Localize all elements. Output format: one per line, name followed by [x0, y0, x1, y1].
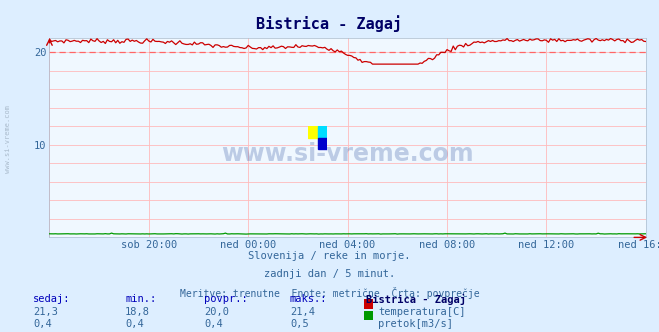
Text: 21,3: 21,3: [33, 307, 58, 317]
Text: 21,4: 21,4: [290, 307, 315, 317]
Text: 20,0: 20,0: [204, 307, 229, 317]
Text: 0,5: 0,5: [290, 319, 308, 329]
Text: Bistrica - Zagaj: Bistrica - Zagaj: [256, 15, 403, 32]
Text: 0,4: 0,4: [204, 319, 223, 329]
Text: pretok[m3/s]: pretok[m3/s]: [378, 319, 453, 329]
Bar: [308, 126, 318, 138]
Text: 0,4: 0,4: [33, 319, 51, 329]
Text: sedaj:: sedaj:: [33, 294, 71, 304]
Text: www.si-vreme.com: www.si-vreme.com: [5, 106, 11, 173]
Text: www.si-vreme.com: www.si-vreme.com: [221, 142, 474, 166]
Text: zadnji dan / 5 minut.: zadnji dan / 5 minut.: [264, 269, 395, 279]
Text: Meritve: trenutne  Enote: metrične  Črta: povprečje: Meritve: trenutne Enote: metrične Črta: …: [180, 287, 479, 299]
Text: temperatura[C]: temperatura[C]: [378, 307, 466, 317]
Text: min.:: min.:: [125, 294, 156, 304]
Text: povpr.:: povpr.:: [204, 294, 248, 304]
Text: Slovenija / reke in morje.: Slovenija / reke in morje.: [248, 251, 411, 261]
Text: maks.:: maks.:: [290, 294, 328, 304]
Text: 18,8: 18,8: [125, 307, 150, 317]
Bar: [318, 126, 327, 138]
Bar: [318, 138, 327, 149]
Text: 0,4: 0,4: [125, 319, 144, 329]
Text: Bistrica - Zagaj: Bistrica - Zagaj: [366, 294, 466, 305]
